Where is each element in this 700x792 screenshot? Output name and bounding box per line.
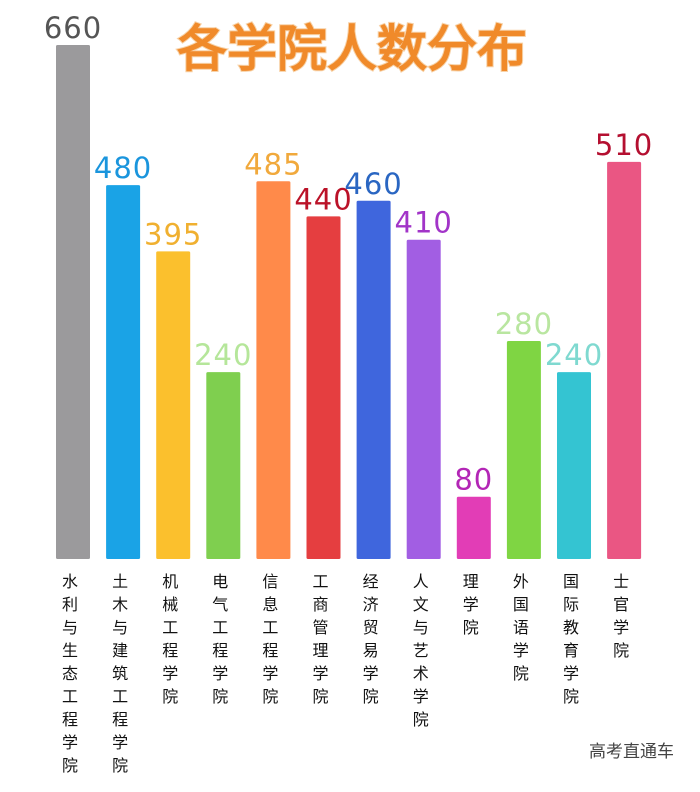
value-label-5: 485 <box>244 147 302 181</box>
value-label-10: 280 <box>495 307 553 341</box>
bar-5 <box>256 181 291 559</box>
value-label-6: 440 <box>294 182 352 216</box>
value-label-9: 80 <box>454 463 493 497</box>
category-label-9: 理学院 <box>463 572 479 637</box>
bar-3 <box>156 251 191 559</box>
bar-12 <box>607 161 642 559</box>
bar-8 <box>406 239 441 560</box>
category-label-12: 士官学院 <box>613 572 629 660</box>
value-label-1: 660 <box>44 11 102 45</box>
value-label-3: 395 <box>144 217 202 251</box>
bar-9 <box>456 496 491 559</box>
bar-10 <box>506 340 541 559</box>
value-label-8: 410 <box>395 206 453 240</box>
category-label-11: 国际教育学院 <box>563 572 579 706</box>
watermark: 高考直通车 <box>589 742 674 762</box>
category-label-1: 水利与生态工程学院 <box>62 572 78 775</box>
category-label-10: 外国语学院 <box>513 572 529 683</box>
value-label-7: 460 <box>344 167 402 201</box>
value-label-11: 240 <box>545 338 603 372</box>
category-label-3: 机械工程学院 <box>162 572 178 706</box>
bar-2 <box>106 185 141 559</box>
bars-group <box>56 45 642 560</box>
chart-title: 各学院人数分布 <box>177 20 527 78</box>
value-label-4: 240 <box>194 338 252 372</box>
bar-4 <box>206 372 241 559</box>
bar-6 <box>306 216 341 560</box>
value-label-12: 510 <box>595 128 653 162</box>
bar-7 <box>356 200 391 559</box>
bar-11 <box>557 372 591 559</box>
category-label-8: 人文与艺术学院 <box>413 572 429 729</box>
category-labels-group: 水利与生态工程学院 土木与建筑工程学院 机械工程学院 电气工程学院 信息工程学院 工商管理… <box>62 572 629 775</box>
category-label-2: 土木与建筑工程学院 <box>112 572 128 775</box>
value-label-2: 480 <box>94 151 152 185</box>
bar-1 <box>56 45 90 559</box>
category-label-4: 电气工程学院 <box>212 572 228 706</box>
category-label-5: 信息工程学院 <box>262 572 278 706</box>
category-label-6: 工商管理学院 <box>312 572 328 706</box>
category-label-7: 经济贸易学院 <box>363 572 379 706</box>
